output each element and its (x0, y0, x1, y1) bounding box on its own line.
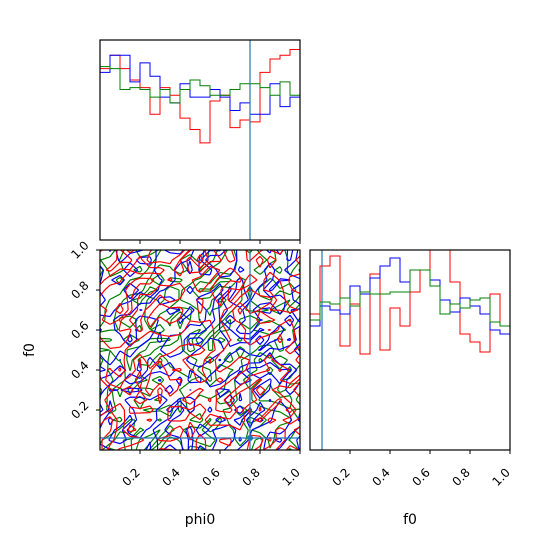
f0-hist-frame (309, 249, 511, 451)
f0-hist-xtick-label: 0.6 (409, 465, 432, 488)
f0-hist-xtick-label: 0.4 (369, 465, 392, 488)
contour-xtick-label: 0.8 (239, 465, 262, 488)
contour-xtick-label: 0.2 (119, 465, 142, 488)
x-axis-label-f0: f0 (403, 512, 417, 528)
phi0-hist-frame (99, 39, 301, 241)
f0-hist-xtick-label: 1.0 (489, 465, 512, 488)
contour-xtick-label: 0.6 (199, 465, 222, 488)
phi0-hist-blue (100, 54, 300, 115)
f0-hist-xtick-label: 0.2 (329, 465, 352, 488)
contour-red (100, 250, 300, 450)
f0-hist-red (310, 249, 510, 355)
contour-truth-point (247, 435, 253, 441)
f0-hist-xtick-label: 0.8 (449, 465, 472, 488)
contour-xtick-label: 1.0 (279, 465, 302, 488)
contour-ytick-label: 0.2 (68, 398, 91, 421)
contour-lines (100, 250, 300, 450)
f0-hist-green (310, 269, 510, 327)
contour-ytick-label: 0.6 (68, 318, 91, 341)
x-axis-label-phi0: phi0 (185, 512, 216, 528)
contour-frame (99, 249, 301, 451)
phi0-histogram-panel (99, 39, 301, 244)
f0-histogram-panel: 0.2 0.4 0.6 0.8 1.0 (309, 249, 513, 489)
contour-ytick-label: 0.4 (68, 358, 91, 381)
phi0-f0-contour-panel: 0.2 0.2 0.4 0.4 0.6 0.6 0.8 0.8 1.0 1.0 (68, 238, 303, 489)
y-axis-label-f0: f0 (22, 343, 38, 357)
contour-xtick-label: 0.4 (159, 465, 182, 488)
contour-ytick-label: 0.8 (68, 278, 91, 301)
contour-green (100, 250, 300, 450)
phi0-hist-green (100, 66, 300, 104)
contour-red (100, 250, 300, 450)
contour-ytick-label: 1.0 (68, 238, 91, 261)
phi0-hist-red (100, 49, 300, 144)
